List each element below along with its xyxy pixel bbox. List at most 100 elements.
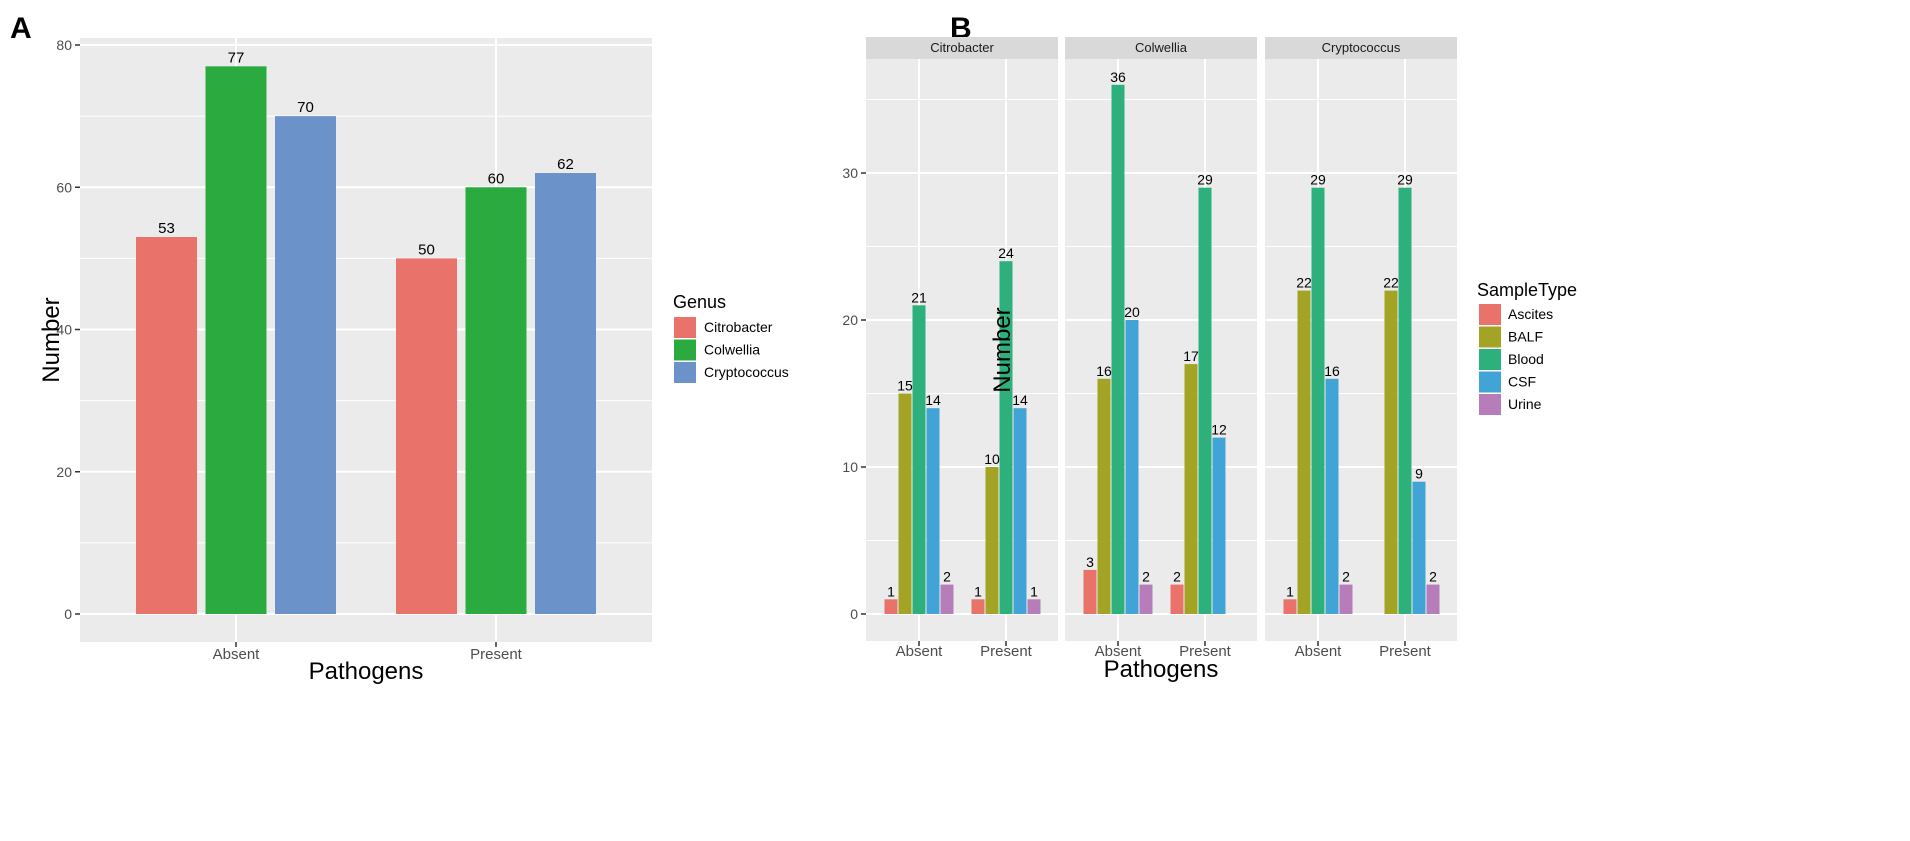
data-label: 2 xyxy=(1429,569,1437,585)
legend-key-cryptococcus xyxy=(674,362,696,383)
legend-label-colwellia: Colwellia xyxy=(704,342,760,358)
legend-key-citrobacter xyxy=(674,317,696,338)
bar-csf-absent xyxy=(1125,320,1139,614)
bar-balf-absent xyxy=(1297,290,1311,614)
data-label: 22 xyxy=(1383,275,1399,291)
y-tick-label: 60 xyxy=(56,179,72,195)
facet-strip xyxy=(1065,37,1257,59)
bar-cryptococcus-absent xyxy=(275,116,336,614)
data-label: 1 xyxy=(1030,583,1038,599)
bar-blood-absent xyxy=(1111,84,1125,615)
chart-a: 53 50 77 60 70 62 0 20 40 60 80 Absent Present Path… xyxy=(38,37,789,685)
data-label: 2 xyxy=(1173,569,1181,585)
data-label: 16 xyxy=(1096,363,1112,379)
bar-ascites-absent xyxy=(884,599,898,614)
facet-strip-label: Colwellia xyxy=(1135,40,1188,55)
legend-label-balf: BALF xyxy=(1508,329,1543,345)
bar-balf-absent xyxy=(1097,378,1111,614)
chart-b-x-axis-title: Pathogens xyxy=(1104,656,1219,683)
facet-strip xyxy=(866,37,1058,59)
data-label: 77 xyxy=(228,49,245,66)
legend-label-csf: CSF xyxy=(1508,374,1536,390)
y-tick-label: 30 xyxy=(842,165,858,181)
legend-label-urine: Urine xyxy=(1508,396,1542,412)
data-label: 29 xyxy=(1310,172,1326,188)
data-label: 2 xyxy=(943,569,951,585)
bar-ascites-present xyxy=(971,599,985,614)
data-label: 36 xyxy=(1110,69,1126,85)
bar-csf-present xyxy=(1212,437,1226,614)
y-tick-label: 0 xyxy=(64,606,72,622)
bar-blood-absent xyxy=(912,305,926,614)
x-tick-label: Present xyxy=(1379,643,1432,660)
chart-a-data-labels: 53 50 77 60 70 62 xyxy=(158,49,574,258)
legend-key-balf xyxy=(1479,326,1501,348)
data-label: 14 xyxy=(1012,392,1028,408)
panel-label-b: B xyxy=(950,12,972,45)
bar-urine-present xyxy=(1027,599,1041,614)
bar-csf-present xyxy=(1013,408,1027,614)
facet-colwellia: Colwellia 3 16 36 20 2 2 17 29 12 Absent Present xyxy=(1065,37,1257,660)
data-label: 9 xyxy=(1415,466,1423,482)
facet-strip-label: Citrobacter xyxy=(930,40,994,55)
x-tick-label: Present xyxy=(1179,643,1232,660)
facet-strip xyxy=(1265,37,1457,59)
bar-colwellia-absent xyxy=(205,66,267,614)
chart-a-bars xyxy=(136,66,596,614)
chart-b-y-axis-title: Number xyxy=(989,307,1016,392)
data-label: 22 xyxy=(1296,275,1312,291)
data-label: 2 xyxy=(1342,569,1350,585)
facet-strip-label: Cryptococcus xyxy=(1322,40,1401,55)
facet-panel xyxy=(866,59,1058,641)
bar-ascites-absent xyxy=(1283,599,1297,614)
y-tick-label: 20 xyxy=(56,464,72,480)
bar-csf-absent xyxy=(926,408,940,614)
chart-a-x-axis-title: Pathogens xyxy=(309,658,424,685)
bar-balf-present xyxy=(1184,364,1198,614)
x-tick-label: Absent xyxy=(213,646,261,663)
bar-urine-absent xyxy=(940,584,954,614)
bar-urine-absent xyxy=(1339,584,1353,614)
data-label: 1 xyxy=(887,583,895,599)
chart-b-legend-title: SampleType xyxy=(1477,280,1577,300)
data-label: 15 xyxy=(897,378,913,394)
x-tick-label: Present xyxy=(470,646,523,663)
data-label: 29 xyxy=(1397,172,1413,188)
bar-balf-present xyxy=(985,467,999,614)
x-tick-label: Absent xyxy=(1095,643,1143,660)
data-label: 1 xyxy=(1286,583,1294,599)
bar-csf-absent xyxy=(1325,378,1339,614)
data-label: 62 xyxy=(557,156,574,173)
chart-a-legend: Genus Citrobacter Colwellia Cryptococcus xyxy=(673,292,789,383)
bar-ascites-present xyxy=(1170,584,1184,614)
legend-key-blood xyxy=(1479,349,1501,370)
legend-key-csf xyxy=(1479,371,1501,393)
x-tick-label: Present xyxy=(980,643,1033,660)
chart-a-y-axis-title: Number xyxy=(38,297,65,382)
data-label: 3 xyxy=(1086,554,1094,570)
data-label: 50 xyxy=(418,241,435,258)
facet-panel xyxy=(1265,59,1457,641)
bar-blood-present xyxy=(1398,187,1412,614)
bar-balf-present xyxy=(1384,290,1398,614)
x-tick-label: Absent xyxy=(896,643,944,660)
data-label: 20 xyxy=(1124,304,1140,320)
legend-key-ascites xyxy=(1479,304,1501,325)
panel-label-a: A xyxy=(10,12,32,45)
y-tick-label: 10 xyxy=(842,459,858,475)
legend-key-urine xyxy=(1479,394,1501,415)
bar-blood-absent xyxy=(1311,187,1325,614)
data-label: 60 xyxy=(488,170,505,187)
bar-cryptococcus-present xyxy=(535,173,596,614)
bar-citrobacter-absent xyxy=(136,237,197,614)
legend-label-cryptococcus: Cryptococcus xyxy=(704,364,789,380)
bar-balf-absent xyxy=(898,393,912,614)
bar-urine-absent xyxy=(1139,584,1153,614)
data-label: 10 xyxy=(984,451,1000,467)
chart-b-legend: SampleType Ascites BALF Blood CSF Urine xyxy=(1477,280,1577,415)
data-label: 53 xyxy=(158,220,175,237)
